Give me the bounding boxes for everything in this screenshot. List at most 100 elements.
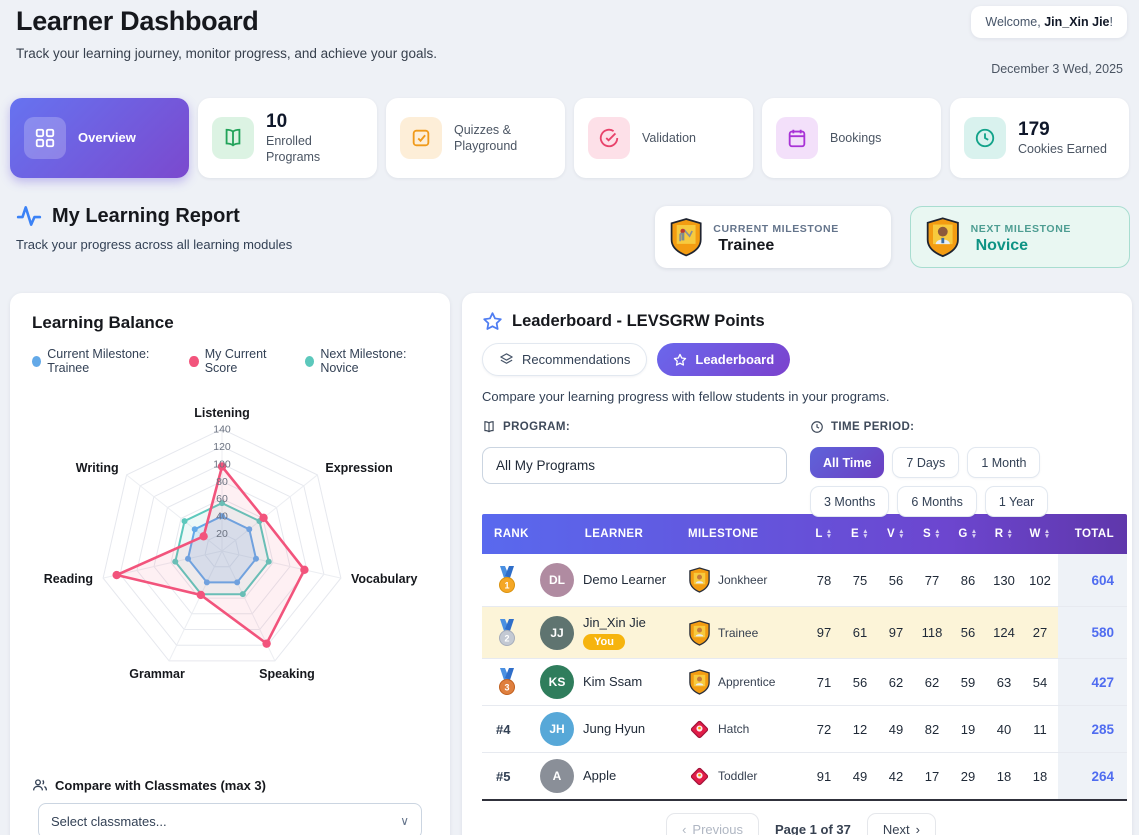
tab-enrolled-programs[interactable]: 10 Enrolled Programs [198,98,377,178]
total-cell: 580 [1058,607,1127,658]
milestone-cell: Apprentice [688,659,806,705]
sort-arrows-icon: ▲ ▼ [1006,528,1014,540]
sort-arrows-icon: ▲ ▼ [934,528,941,540]
medal-rank-2-icon: 2 [499,618,515,646]
leaderboard-row-demo-learner[interactable]: 1 DL Demo Learner Jonkheer 78 75 56 77 86 130 102 6… [482,554,1127,606]
column-header-R[interactable]: R ▲ ▼ [994,528,1014,540]
svg-text:Expression: Expression [325,461,392,475]
tab-leaderboard-label: Leaderboard [695,352,775,367]
leaderboard-table-body: 1 DL Demo Learner Jonkheer 78 75 56 77 86 130 102 6… [482,554,1127,799]
learner-cell: JH Jung Hyun [540,706,688,752]
column-header-L[interactable]: L ▲ ▼ [815,528,833,540]
milestone-name: Jonkheer [718,573,768,587]
score-V: 62 [888,674,904,690]
svg-text:60: 60 [216,493,228,505]
tab-validation[interactable]: Validation [574,98,753,178]
svg-text:Speaking: Speaking [259,667,315,681]
chevron-left-icon: ‹ [682,821,687,835]
learner-name: Jin_Xin Jie [583,614,646,630]
leaderboard-table: RANK LEARNER MILESTONE L ▲ ▼ E ▲ ▼ V ▲ ▼ S ▲ ▼ G ▲ ▼ R ▲ ▼ W ▲… [482,514,1127,801]
column-header-V[interactable]: V ▲ ▼ [887,528,905,540]
tab-recommendations-label: Recommendations [522,352,631,367]
tab-leaderboard[interactable]: Leaderboard [657,343,791,376]
column-header-S[interactable]: S ▲ ▼ [923,528,941,540]
time-period-all-time[interactable]: All Time [810,447,885,478]
leaderboard-panel: Leaderboard - LEVSGRW Points Recommendat… [462,293,1132,835]
milestone-badge-icon [670,218,702,257]
legend-label: Next Milestone: Novice [320,347,407,375]
tab-overview[interactable]: Overview [10,98,189,178]
column-header-total: TOTAL [1074,528,1114,540]
svg-text:Listening: Listening [194,406,250,420]
time-period-6-months[interactable]: 6 Months [897,486,977,517]
column-header-E[interactable]: E ▲ ▼ [851,528,869,540]
svg-text:120: 120 [213,441,231,453]
time-period-7-days[interactable]: 7 Days [892,447,960,478]
score-S: 77 [924,572,940,588]
time-period-label: TIME PERIOD: [810,420,1122,434]
column-header-W[interactable]: W ▲ ▼ [1029,528,1051,540]
program-select[interactable]: All My Programs [482,447,787,484]
tab-recommendations[interactable]: Recommendations [482,343,648,376]
page-title: Learner Dashboard [16,6,259,36]
chevron-down-icon: ∨ [400,814,409,828]
leaderboard-row-jin-xin-jie[interactable]: 2 JJ Jin_Xin Jie You Trainee 97 61 97 118 56 124 27… [482,606,1127,658]
column-header-learner: LEARNER [584,528,644,540]
svg-text:20: 20 [216,528,228,540]
score-S: 118 [914,607,950,658]
leaderboard-row-jung-hyun[interactable]: #4 JH Jung Hyun Hatch 72 12 49 82 19 40 11 285 [482,705,1127,752]
current-milestone-value: Trainee [718,237,775,254]
score-V: 42 [888,768,904,784]
check-circle-icon [588,117,630,159]
cookies-earned-count: 179 [1018,118,1050,140]
score-R: 124 [986,607,1022,658]
learner-name: Kim Ssam [583,673,643,689]
column-header-G[interactable]: G ▲ ▼ [958,528,978,540]
radar-legend: Current Milestone: Trainee My Current Sco… [10,333,450,375]
dashboard-nav: Overview 10 Enrolled Programs Quizzes & … [10,98,1129,178]
next-milestone-card: NEXT MILESTONE Novice [910,206,1130,268]
classmates-select-placeholder: Select classmates... [51,813,167,829]
score-V: 49 [888,721,904,737]
milestone-name: Toddler [718,769,758,783]
tab-cookies-earned[interactable]: 179 Cookies Earned [950,98,1129,178]
time-period-1-year[interactable]: 1 Year [984,486,1049,517]
milestone-cell: Toddler [688,753,806,799]
leaderboard-row-apple[interactable]: #5 A Apple Toddler 91 49 42 17 29 18 18 264 [482,752,1127,799]
column-header-milestone: MILESTONE [688,528,759,540]
rank-cell: #4 [482,706,540,752]
learner-name: Apple [583,767,617,783]
leaderboard-title-text: Leaderboard - LEVSGRW Points [512,312,765,330]
calendar-icon [776,117,818,159]
legend-dot [32,355,42,367]
leaderboard-row-kim-ssam[interactable]: 3 KS Kim Ssam Apprentice 71 56 62 62 59 63 54 427 [482,658,1127,705]
time-period-1-month[interactable]: 1 Month [967,447,1041,478]
next-page-button[interactable]: Next › [866,813,936,835]
tab-quizzes-playground[interactable]: Quizzes & Playground [386,98,565,178]
layers-icon [499,352,514,367]
rank-cell: 3 [482,659,540,705]
score-L: 78 [816,572,832,588]
column-header-rank: RANK [494,528,529,540]
svg-text:Vocabulary: Vocabulary [351,572,418,586]
time-period-3-months[interactable]: 3 Months [810,486,890,517]
sort-arrows-icon: ▲ ▼ [970,528,978,540]
tab-bookings[interactable]: Bookings [762,98,941,178]
next-milestone-label: NEXT MILESTONE [970,223,1071,235]
star-icon [482,311,503,332]
previous-page-button[interactable]: ‹ Previous [666,813,759,835]
learning-balance-title: Learning Balance [32,313,174,332]
total-cell: 604 [1058,554,1127,606]
learner-name: Demo Learner [583,571,667,587]
learner-cell: DL Demo Learner [540,554,688,606]
previous-page-label: Previous [692,821,743,835]
current-date: December 3 Wed, 2025 [991,62,1123,76]
report-subtitle: Track your progress across all learning … [16,237,293,252]
welcome-prefix: Welcome, [985,15,1045,29]
rank-cell: 1 [482,554,540,606]
clock-icon [964,117,1006,159]
score-E: 49 [852,768,868,784]
classmates-select[interactable]: Select classmates... ∨ [38,803,422,835]
legend-dot [189,355,199,367]
next-page-label: Next [882,821,910,835]
